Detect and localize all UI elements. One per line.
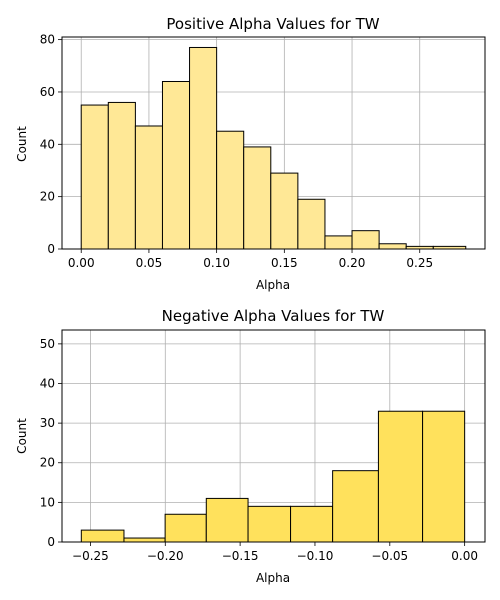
histogram-bar — [243, 146, 272, 250]
y-tick-label: 50 — [40, 337, 55, 351]
histogram-bar — [247, 505, 292, 543]
y-tick-label: 30 — [40, 416, 55, 430]
histogram-bar — [422, 410, 466, 543]
x-tick-label: 0.15 — [271, 256, 298, 270]
histogram-bar — [290, 505, 334, 543]
histogram-bar — [332, 470, 379, 543]
plot-frame — [61, 329, 486, 543]
chart-title: Negative Alpha Values for TW — [162, 307, 385, 325]
y-tick-label: 0 — [47, 535, 55, 549]
x-tick-label: 0.25 — [406, 256, 433, 270]
x-tick-label: −0.15 — [222, 549, 259, 563]
histogram-bar — [134, 125, 163, 250]
bars — [80, 46, 467, 250]
chart-title: Positive Alpha Values for TW — [166, 15, 379, 33]
y-axis-label: Count — [15, 126, 29, 162]
x-tick-label: −0.05 — [371, 549, 408, 563]
y-tick-label: 80 — [40, 33, 55, 47]
y-tick-label: 0 — [47, 242, 55, 256]
histogram-bar — [270, 172, 299, 250]
y-tick-label: 20 — [40, 190, 55, 204]
histogram-bar — [80, 104, 109, 250]
x-tick-label: 0.05 — [136, 256, 163, 270]
y-ticks: 0 10 20 30 40 50 — [40, 337, 62, 549]
x-ticks: −0.25 −0.20 −0.15 −0.10 −0.05 0.00 — [72, 542, 478, 563]
histogram-bar — [351, 230, 380, 250]
plot-frame — [61, 36, 486, 250]
x-tick-label: 0.00 — [68, 256, 95, 270]
x-tick-label: 0.10 — [203, 256, 230, 270]
x-axis-label: Alpha — [256, 571, 290, 585]
x-ticks: 0.00 0.05 0.10 0.15 0.20 0.25 — [68, 249, 433, 270]
positive-alpha-histogram: Positive Alpha Values for TW 0.00 0.05 0.1… — [15, 15, 486, 292]
negative-alpha-histogram: Negative Alpha Values for TW −0.25 −0.20−… — [15, 307, 486, 585]
histogram-bar — [164, 513, 207, 543]
histogram-bar — [297, 198, 326, 250]
y-tick-label: 10 — [40, 495, 55, 509]
y-tick-label: 40 — [40, 137, 55, 151]
histogram-bar — [378, 243, 407, 250]
x-tick-label: −0.10 — [297, 549, 334, 563]
histogram-bar — [324, 235, 353, 250]
y-axis-label: Count — [15, 418, 29, 454]
histogram-bar — [205, 497, 249, 543]
histogram-bar — [377, 410, 424, 543]
y-ticks: 0 20 40 60 80 — [40, 33, 62, 256]
histogram-bar — [80, 529, 125, 543]
histogram-bar — [123, 537, 166, 543]
y-tick-label: 20 — [40, 456, 55, 470]
histogram-bar — [107, 101, 136, 250]
bars — [80, 410, 466, 543]
x-tick-label: −0.25 — [72, 549, 109, 563]
histogram-bar — [216, 130, 245, 250]
histogram-bar — [161, 80, 191, 250]
x-tick-label: −0.20 — [147, 549, 184, 563]
histogram-bar — [189, 46, 218, 250]
x-tick-label: 0.20 — [339, 256, 366, 270]
x-tick-label: 0.00 — [451, 549, 478, 563]
x-axis-label: Alpha — [256, 278, 290, 292]
y-tick-label: 60 — [40, 85, 55, 99]
y-tick-label: 40 — [40, 376, 55, 390]
